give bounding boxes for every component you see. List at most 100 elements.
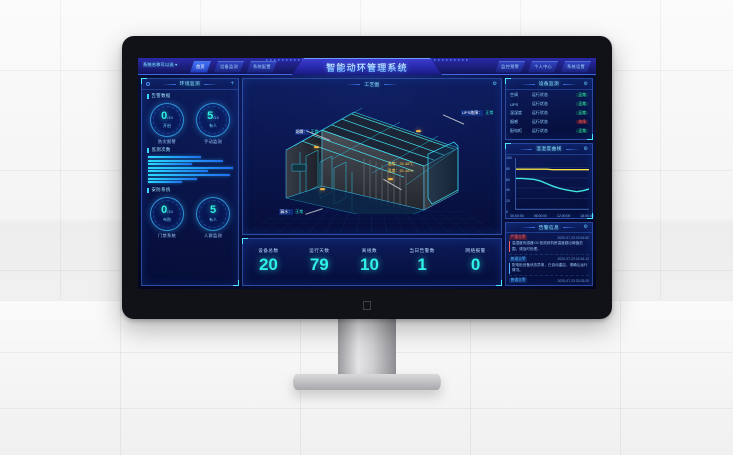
gear-icon[interactable]: ⚙ bbox=[583, 145, 588, 152]
gear-icon[interactable]: ⚙ bbox=[492, 81, 497, 87]
security-section-label: 安防系统 bbox=[151, 187, 171, 193]
device-status-table: 空调 运行状态 正常 UPS 运行状态 正常 温湿度 运行状态 正常 烟感 运行状态 故障 配电柜 运行状… bbox=[506, 90, 592, 137]
gauge-access-control-denom: /10 bbox=[167, 208, 173, 214]
x-tick: 12:00:00 bbox=[557, 213, 571, 218]
tab-system-config[interactable]: 系统配置 bbox=[247, 61, 277, 73]
gauge-fire-alarm[interactable]: 0 /10 开启 防灾报警 bbox=[150, 103, 184, 145]
monitor-count-bar-chart bbox=[142, 154, 238, 186]
x-tick: 00:00:00 bbox=[510, 213, 524, 218]
stat-today-alarms[interactable]: 当日告警数 1 bbox=[409, 248, 434, 275]
stat-offline-count-label: 离线数 bbox=[361, 248, 378, 254]
alarm-log-header: 告警信息 ⚙ bbox=[506, 223, 592, 234]
tag-leak: 漏水： 正常 bbox=[279, 209, 303, 216]
alarm-time: 2020-07-23 03:33:20 bbox=[557, 278, 589, 283]
line-chart[interactable]: 0 20 40 60 80 100 00:00:00 06:00:00 12:00:00 18:… bbox=[506, 155, 594, 218]
sensor-node-ups[interactable] bbox=[416, 129, 421, 133]
app-header: 系统名称可以选 ▾ 首页 设备监测 系统配置 智能动环管理系统 监控预警 bbox=[138, 58, 596, 75]
alarm-level: 严重告警 bbox=[509, 235, 528, 241]
tag-smoke-value: 正常 bbox=[310, 128, 319, 134]
device-status-title: 设备监测 bbox=[538, 81, 560, 86]
monitor-count-section-label: 监测次数 bbox=[151, 147, 171, 152]
gauge-crowd-monitor-label: 人群监测 bbox=[204, 233, 222, 239]
table-row[interactable]: 温湿度 运行状态 正常 bbox=[509, 109, 589, 118]
x-tick: 18:00:00 bbox=[580, 213, 594, 218]
list-item[interactable]: 严重告警 2020-07-23 03:34:52 温湿度传感器 03 检测到机房温度… bbox=[509, 235, 589, 255]
sensor-node-leak[interactable] bbox=[320, 187, 325, 191]
tag-ups-value: 正常 bbox=[485, 110, 494, 115]
list-item[interactable]: 普通告警 2020-07-23 03:34:12 配电柜设备状态异常，已自动重启，请… bbox=[509, 256, 589, 277]
table-row[interactable]: 配电柜 运行状态 正常 bbox=[509, 126, 589, 135]
device-name: UPS bbox=[510, 101, 519, 107]
gauge-access-control-value: 0 bbox=[161, 203, 168, 216]
center-column: 工艺图 ⚙ bbox=[242, 78, 502, 286]
device-status: 运行状态 bbox=[531, 92, 548, 98]
tab-device-monitor-label: 设备监测 bbox=[219, 64, 238, 69]
system-selector[interactable]: 系统名称可以选 ▾ bbox=[143, 62, 177, 68]
section-marker-icon bbox=[147, 187, 149, 193]
stat-total-devices[interactable]: 设备总数 20 bbox=[258, 248, 278, 275]
stat-today-alarms-label: 当日告警数 bbox=[409, 248, 435, 254]
alarm-log-title: 告警信息 bbox=[538, 224, 560, 230]
temperature-humidity-chart-panel: 温湿度曲线 ⚙ 0 20 40 60 80 100 00:00:00 06:00:00 12:… bbox=[505, 143, 594, 219]
status-badge: 正常 bbox=[576, 110, 588, 115]
tab-user-center[interactable]: 个人中心 bbox=[528, 61, 558, 73]
process-diagram-title: 工艺图 bbox=[364, 81, 380, 87]
gauge-fire-alarm-sub: 开启 bbox=[163, 123, 171, 129]
bottom-gauges: 0 /10 布防 门禁系统 5 bbox=[142, 194, 238, 240]
tab-home-label: 首页 bbox=[196, 64, 205, 69]
tab-monitor-alert[interactable]: 监控预警 bbox=[495, 61, 525, 73]
alarm-text: 温湿度传感器 03 检测到机房温度超出阈值范围，请及时处理。 bbox=[509, 241, 589, 253]
tab-home[interactable]: 首页 bbox=[190, 61, 211, 73]
gear-icon[interactable]: ⚙ bbox=[583, 80, 588, 87]
tag-humidity: 湿度：31.46% bbox=[387, 168, 414, 174]
status-badge: 正常 bbox=[576, 93, 588, 98]
gauge-access-control-sub: 布防 bbox=[163, 217, 171, 223]
stat-running-days-value: 79 bbox=[309, 255, 329, 275]
alarm-time: 2020-07-23 03:34:12 bbox=[557, 257, 589, 262]
tag-smoke: 烟雾： 正常 bbox=[294, 128, 319, 135]
alarm-list[interactable]: 严重告警 2020-07-23 03:34:52 温湿度传感器 03 检测到机房温度… bbox=[506, 233, 592, 285]
bar-item bbox=[148, 156, 201, 158]
dashboard-body: 环境监测 + 告警数据 0 /10 bbox=[138, 75, 596, 289]
gauge-fire-alarm-denom: /10 bbox=[167, 114, 173, 120]
alarm-level: 普通告警 bbox=[509, 256, 528, 262]
table-row[interactable]: UPS 运行状态 正常 bbox=[509, 100, 589, 109]
process-diagram-header: 工艺图 ⚙ bbox=[243, 79, 501, 90]
sensor-node-smoke[interactable] bbox=[314, 145, 319, 149]
gauge-access-control-label: 门禁系统 bbox=[158, 233, 176, 239]
stat-network-alarms[interactable]: 网络报警 0 bbox=[465, 248, 485, 275]
gauge-crowd-monitor-sub: 有人 bbox=[209, 217, 217, 223]
device-status: 运行状态 bbox=[531, 118, 548, 124]
y-tick: 80 bbox=[506, 166, 510, 171]
alarm-time: 2020-07-23 03:34:52 bbox=[557, 235, 589, 240]
datacenter-container-3d[interactable] bbox=[272, 94, 472, 222]
alarm-section-label: 告警数据 bbox=[151, 93, 171, 98]
stat-offline-count[interactable]: 离线数 10 bbox=[360, 248, 379, 275]
app-title-banner: 智能动环管理系统 bbox=[292, 58, 442, 75]
list-item[interactable]: 普通告警 2020-07-23 03:33:20 bbox=[509, 278, 589, 285]
y-tick: 60 bbox=[506, 177, 510, 182]
table-row[interactable]: 烟感 运行状态 故障 bbox=[509, 117, 589, 126]
series-湿度 bbox=[516, 178, 589, 191]
stat-network-alarms-value: 0 bbox=[470, 255, 481, 275]
refresh-icon[interactable] bbox=[146, 82, 150, 86]
gear-icon[interactable]: ⚙ bbox=[583, 224, 588, 231]
device-status: 运行状态 bbox=[531, 127, 548, 133]
tab-system-settings[interactable]: 系统设置 bbox=[561, 61, 591, 73]
alarm-log-panel: 告警信息 ⚙ 严重告警 2020-07-23 03:34:52 温湿度传感器 03 … bbox=[505, 222, 593, 286]
gauge-crowd-monitor[interactable]: 5 有人 人群监测 bbox=[196, 197, 230, 239]
stat-running-days[interactable]: 运行天数 79 bbox=[309, 248, 329, 275]
stat-total-devices-label: 设备总数 bbox=[258, 248, 279, 254]
gauge-manual-monitor[interactable]: 5 /10 有人 手动监测 bbox=[196, 103, 230, 145]
bar-item bbox=[148, 181, 182, 184]
table-row[interactable]: 空调 运行状态 正常 bbox=[509, 91, 589, 100]
tab-system-config-label: 系统配置 bbox=[252, 64, 271, 69]
tab-device-monitor[interactable]: 设备监测 bbox=[214, 61, 244, 73]
top-gauges: 0 /10 开启 防灾报警 5 /10 bbox=[142, 100, 238, 146]
add-icon[interactable]: + bbox=[230, 81, 234, 87]
alarm-level: 普通告警 bbox=[509, 278, 528, 284]
sensor-node-temp[interactable] bbox=[388, 177, 393, 181]
y-tick: 0 bbox=[506, 210, 508, 214]
stat-total-devices-value: 20 bbox=[258, 255, 278, 275]
gauge-access-control[interactable]: 0 /10 布防 门禁系统 bbox=[150, 197, 184, 239]
